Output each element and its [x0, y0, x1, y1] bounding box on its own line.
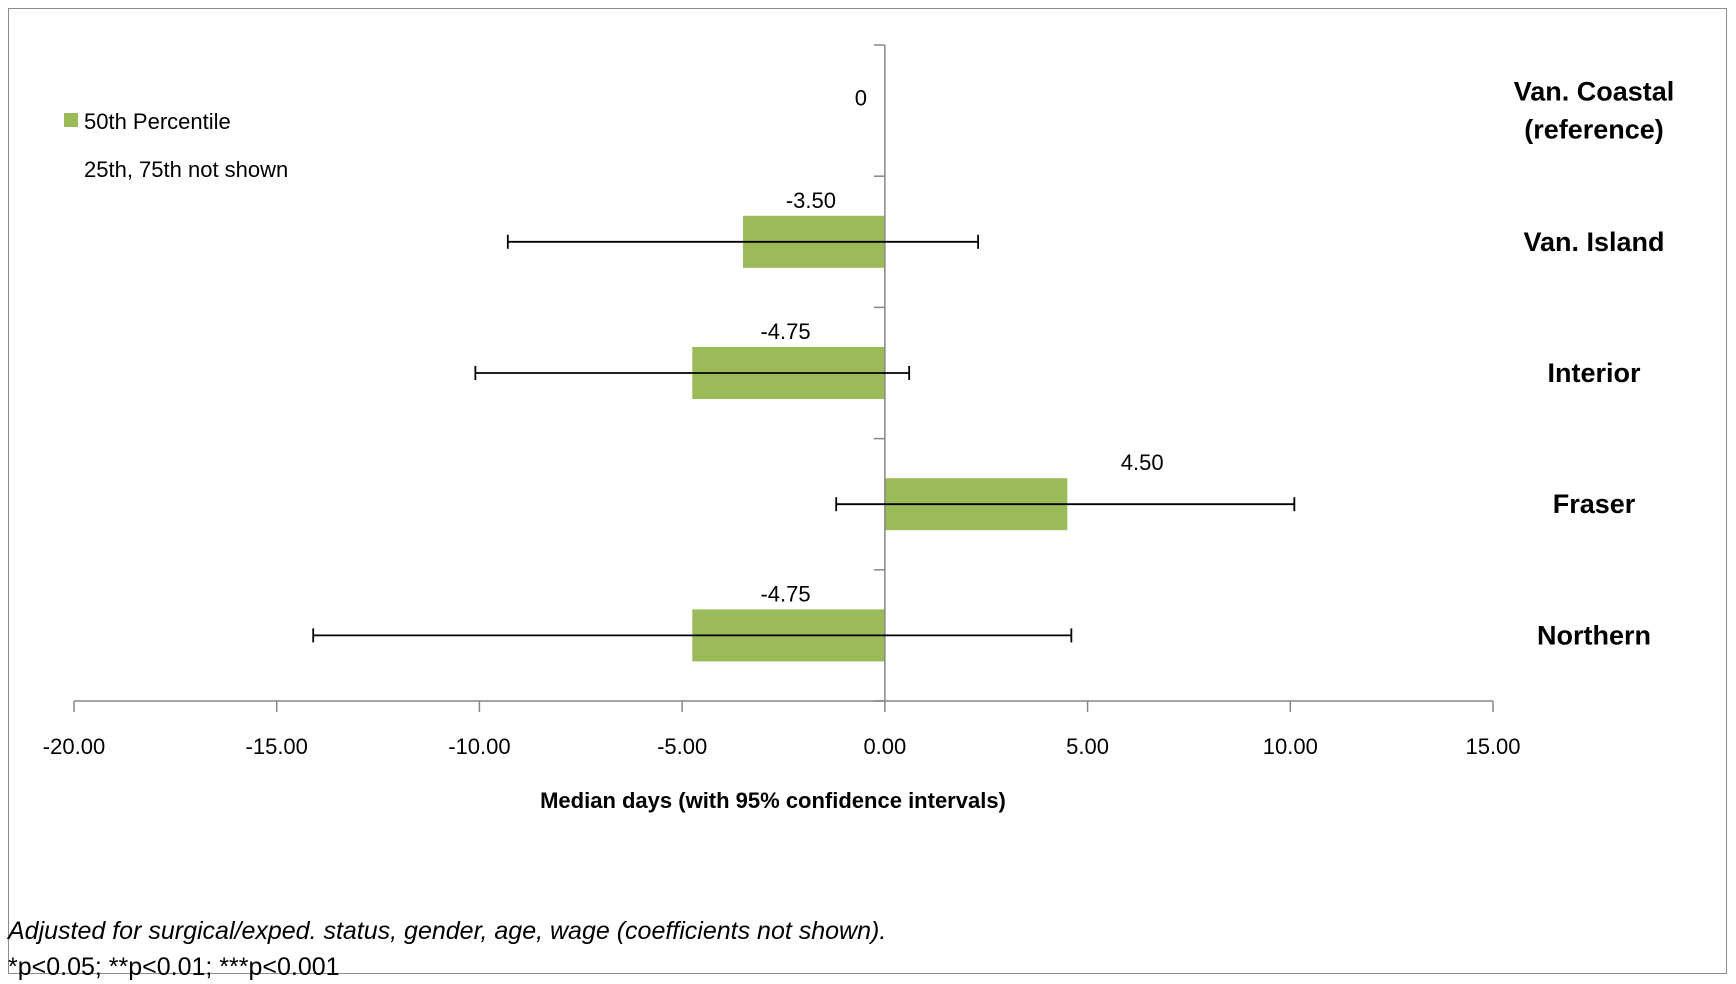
x-tick-label: 0.00: [863, 734, 906, 759]
x-tick-label: -5.00: [657, 734, 707, 759]
category-label-1: Van. Island: [1523, 227, 1664, 257]
x-axis-title: Median days (with 95% confidence interva…: [540, 788, 1006, 813]
x-tick-label: 10.00: [1263, 734, 1318, 759]
category-label-4: Northern: [1537, 620, 1651, 650]
footnote-significance: *p<0.05; **p<0.01; ***p<0.001: [8, 953, 340, 981]
legend-swatch: [64, 113, 78, 127]
data-label-3: 4.50: [1121, 450, 1164, 475]
category-label-0: Van. Coastal: [1514, 77, 1675, 107]
legend-note: 25th, 75th not shown: [84, 157, 288, 182]
x-tick-label: 15.00: [1465, 734, 1520, 759]
category-label-2: Interior: [1547, 358, 1641, 388]
footnote-adjusted: Adjusted for surgical/exped. status, gen…: [8, 917, 887, 945]
x-tick-label: 5.00: [1066, 734, 1109, 759]
data-label-2: -4.75: [760, 319, 810, 344]
data-label-4: -4.75: [760, 581, 810, 606]
x-tick-label: -10.00: [448, 734, 510, 759]
legend-label: 50th Percentile: [84, 109, 231, 134]
category-label-0: (reference): [1524, 115, 1664, 145]
category-label-3: Fraser: [1553, 489, 1636, 519]
x-tick-label: -15.00: [246, 734, 308, 759]
chart-frame: [8, 8, 1727, 974]
data-label-0: 0: [855, 86, 867, 111]
data-label-1: -3.50: [786, 188, 836, 213]
x-tick-label: -20.00: [43, 734, 105, 759]
